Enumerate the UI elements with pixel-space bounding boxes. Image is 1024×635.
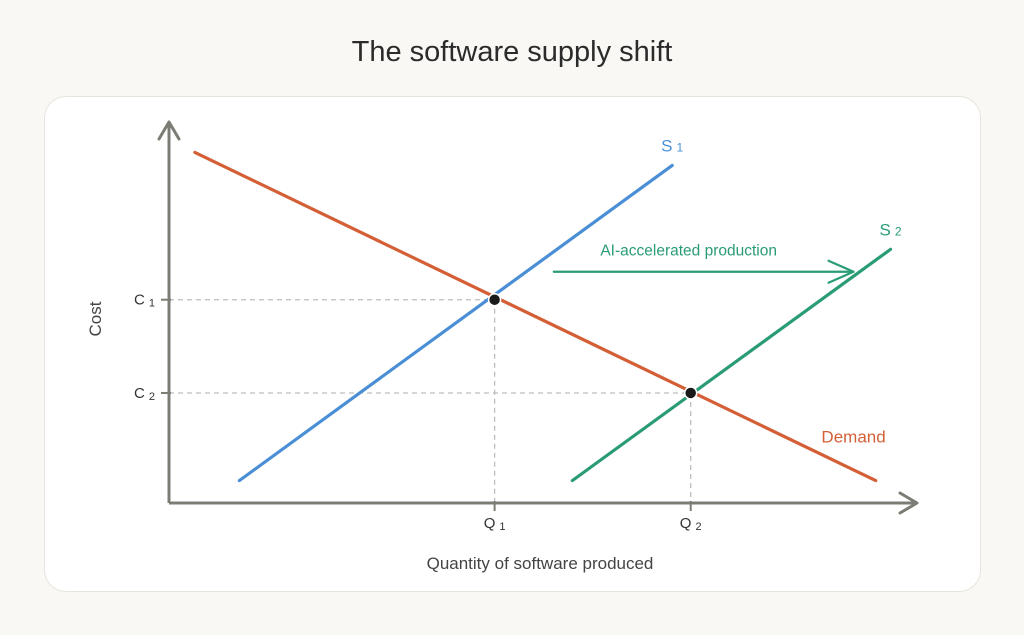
y-tick-label-c1-sub: 1 (149, 298, 155, 310)
annotation-label: AI-accelerated production (600, 243, 777, 260)
y-tick-label-c2-sub: 2 (149, 391, 155, 403)
chart-title: The software supply shift (351, 36, 673, 68)
x-axis-title: Quantity of software produced (427, 554, 654, 573)
series-label-sub-s2: 2 (895, 224, 902, 238)
series-lines: S 1 S 2 Demand (193, 136, 902, 483)
y-axis-title: Cost (86, 301, 105, 336)
x-tick-label-q1-sub: 1 (499, 521, 505, 533)
series-line-s2 (570, 247, 893, 483)
x-axis-arrowhead (898, 491, 919, 515)
equilibrium-point-q2 (683, 386, 698, 400)
equilibrium-points (487, 292, 698, 400)
axes (157, 120, 919, 515)
x-tick-label-q2-sub: 2 (695, 521, 701, 533)
series-label-sub-s1: 1 (677, 140, 684, 154)
equilibrium-point-q1 (487, 292, 502, 307)
series-line-demand (193, 150, 878, 483)
annotation-arrowhead (827, 259, 855, 284)
y-axis-arrowhead (157, 120, 181, 141)
annotation: AI-accelerated production (552, 243, 855, 284)
guide-lines (169, 299, 692, 503)
series-label-demand: Demand (821, 428, 885, 447)
series-line-s1 (237, 163, 674, 483)
tick-labels: Q 1 Q 2 C 1 C 2 (134, 292, 702, 533)
chart-card (44, 96, 981, 592)
